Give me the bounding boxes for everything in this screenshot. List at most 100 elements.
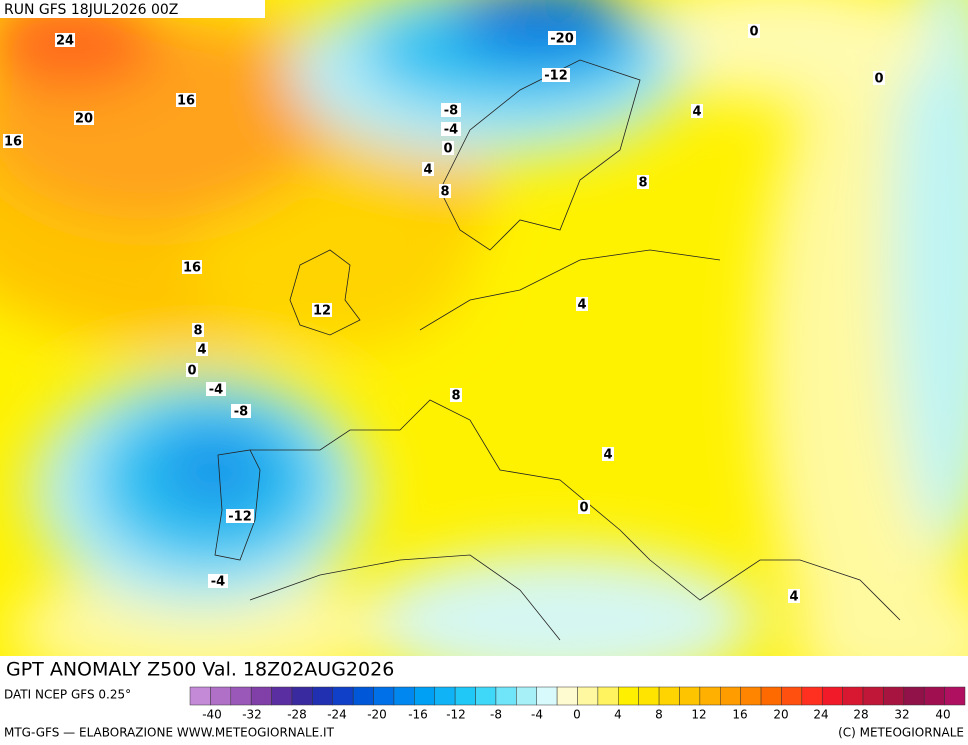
contour-label: 0 bbox=[874, 72, 883, 87]
contour-labels: 241620161612840-4-8-12-4-20-12-8-4048004… bbox=[3, 24, 885, 605]
colorbar-swatch bbox=[658, 686, 680, 706]
contour-label: 0 bbox=[187, 364, 196, 379]
contour-label: -4 bbox=[211, 575, 225, 590]
contour-label: -12 bbox=[228, 510, 252, 525]
colorbar-label: 0 bbox=[573, 708, 581, 722]
colorbar-swatch bbox=[577, 686, 599, 706]
contour-label: -4 bbox=[444, 123, 458, 138]
colorbar-swatch bbox=[597, 686, 619, 706]
colorbar-swatch bbox=[536, 686, 558, 706]
colorbar-swatch bbox=[842, 686, 864, 706]
contour-label-bg bbox=[691, 104, 703, 118]
colorbar-swatch bbox=[638, 686, 660, 706]
contour-label-bg bbox=[578, 500, 590, 514]
contour-label: 0 bbox=[579, 501, 588, 516]
contour-label-bg bbox=[542, 68, 570, 82]
contour-label: -8 bbox=[444, 104, 458, 119]
source-label: DATI NCEP GFS 0.25° bbox=[4, 688, 131, 702]
contour-label: 16 bbox=[183, 261, 201, 276]
contour-label: 12 bbox=[313, 304, 331, 319]
colorbar-swatch bbox=[210, 686, 232, 706]
colorbar-label: 40 bbox=[935, 708, 950, 722]
colorbar-label: -8 bbox=[490, 708, 502, 722]
colorbar-swatch bbox=[923, 686, 945, 706]
contour-label: 0 bbox=[443, 142, 452, 157]
contour-label-bg bbox=[441, 122, 461, 136]
colorbar-label: -28 bbox=[287, 708, 307, 722]
colorbar-swatch bbox=[250, 686, 272, 706]
colorbar-swatch bbox=[516, 686, 537, 706]
colorbar-label: 16 bbox=[732, 708, 747, 722]
colorbar-label: -32 bbox=[242, 708, 262, 722]
colorbar-label: 12 bbox=[691, 708, 706, 722]
contour-label-bg bbox=[226, 509, 254, 523]
colorbar-swatch bbox=[944, 686, 966, 706]
contour-label-bg bbox=[439, 184, 451, 198]
colorbar-swatch bbox=[291, 686, 313, 706]
colorbar-swatch bbox=[720, 686, 741, 706]
colorbar-swatch bbox=[821, 686, 843, 706]
contour-label-bg bbox=[176, 93, 196, 107]
colorbar-swatch bbox=[495, 686, 517, 706]
contour-label-bg bbox=[873, 71, 885, 85]
colorbar-swatch bbox=[740, 686, 762, 706]
contour-label-bg bbox=[442, 141, 454, 155]
contour-label: 16 bbox=[4, 135, 22, 150]
contour-label-bg bbox=[548, 31, 576, 45]
colorbar-swatch bbox=[332, 686, 354, 706]
contour-label: 4 bbox=[789, 590, 798, 605]
contour-label: 24 bbox=[56, 34, 74, 49]
contour-label: 16 bbox=[177, 94, 195, 109]
contour-label: 20 bbox=[75, 112, 93, 127]
colorbar-swatch bbox=[393, 686, 415, 706]
colorbar-swatch bbox=[373, 686, 395, 706]
contour-label-bg bbox=[182, 260, 202, 274]
colorbar-swatch bbox=[801, 686, 823, 706]
colorbar-swatch bbox=[556, 686, 578, 706]
colorbar-swatch bbox=[760, 686, 782, 706]
colorbar-swatch bbox=[230, 686, 252, 706]
contour-label: -8 bbox=[234, 405, 248, 420]
contour-label: 4 bbox=[692, 105, 701, 120]
colorbar-swatch bbox=[903, 686, 925, 706]
contour-label-bg bbox=[55, 33, 75, 47]
colorbar-swatch bbox=[699, 686, 721, 706]
colorbar-swatch bbox=[679, 686, 701, 706]
colorbar-label: 20 bbox=[773, 708, 788, 722]
contour-label-bg bbox=[748, 24, 760, 38]
colorbar-label: 4 bbox=[614, 708, 622, 722]
colorbar-label: -4 bbox=[531, 708, 543, 722]
contour-label: 0 bbox=[749, 25, 758, 40]
contour-label: 4 bbox=[603, 448, 612, 463]
colorbar-swatch bbox=[434, 686, 456, 706]
coastlines bbox=[214, 59, 901, 641]
contour-label-bg bbox=[196, 342, 208, 356]
colorbar-swatch bbox=[454, 686, 476, 706]
contour-label: 8 bbox=[193, 324, 202, 339]
contour-label: 8 bbox=[440, 185, 449, 200]
colorbar-swatch bbox=[414, 686, 435, 706]
colorbar-swatch bbox=[271, 686, 293, 706]
colorbar-swatch bbox=[862, 686, 884, 706]
colorbar-label: 32 bbox=[894, 708, 909, 722]
contour-label: -12 bbox=[544, 69, 568, 84]
contour-label: 8 bbox=[638, 176, 647, 191]
contour-label: 4 bbox=[577, 298, 586, 313]
colorbar-label: 28 bbox=[853, 708, 868, 722]
contour-label-bg bbox=[788, 589, 800, 603]
contour-label-bg bbox=[231, 404, 251, 418]
colorbar-swatch bbox=[352, 686, 374, 706]
contour-label-bg bbox=[441, 103, 461, 117]
contour-label-bg bbox=[312, 303, 332, 317]
colorbar-label: 24 bbox=[813, 708, 828, 722]
contour-label-bg bbox=[74, 111, 94, 125]
colorbar-swatch bbox=[618, 686, 639, 706]
colorbar-label: 8 bbox=[655, 708, 663, 722]
contour-label-bg bbox=[208, 574, 228, 588]
contour-label-bg bbox=[450, 388, 462, 402]
colorbar-label: -16 bbox=[408, 708, 428, 722]
contour-label-bg bbox=[637, 175, 649, 189]
contour-label-bg bbox=[576, 297, 588, 311]
